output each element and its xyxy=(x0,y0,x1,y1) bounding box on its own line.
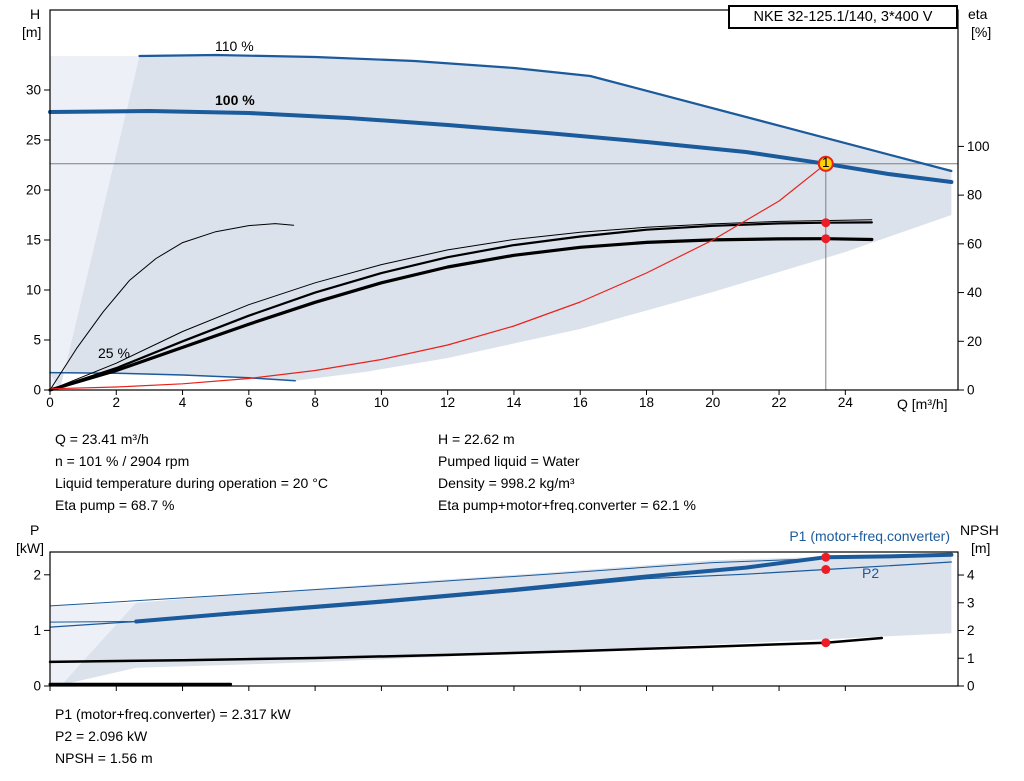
text-line: Pumped liquid = Water xyxy=(438,453,580,469)
operating-envelope-light xyxy=(50,56,140,390)
qh-eta-chart-yr-tick-label: 40 xyxy=(967,285,982,300)
curve-100pct xyxy=(48,109,954,184)
power-npsh-chart-yl-tick-label: 0 xyxy=(33,679,41,694)
p1-point xyxy=(821,552,831,562)
text-line: P1 (motor+freq.converter) = 2.317 kW xyxy=(55,706,291,722)
qh-eta-chart-x-tick-label: 20 xyxy=(705,395,720,410)
qh-eta-chart-x-tick-label: 4 xyxy=(179,395,187,410)
qh-eta-chart-yr-tick-label: 100 xyxy=(967,139,990,154)
eta-axis-unit: [%] xyxy=(971,24,992,40)
power-envelope xyxy=(61,552,952,685)
control-curve xyxy=(49,163,827,390)
power-npsh-chart-yr-tick-label: 1 xyxy=(967,651,975,666)
text-line: Liquid temperature during operation = 20… xyxy=(55,475,328,491)
qh-eta-chart-yl-tick-label: 10 xyxy=(26,283,41,298)
qh-eta-chart-x-tick-label: 18 xyxy=(639,395,654,410)
power-npsh-chart-yl-tick-label: 2 xyxy=(33,567,41,582)
eta-axis-label: eta xyxy=(968,6,988,22)
power-envelope-top-line xyxy=(49,553,952,607)
qh-eta-chart-yl-tick-label: 15 xyxy=(26,233,41,248)
qh-eta-chart-yr-tick-label: 20 xyxy=(967,334,982,349)
duty-point xyxy=(817,155,834,172)
text-line: P2 = 2.096 kW xyxy=(55,728,148,744)
eta-pump-point xyxy=(821,218,831,228)
qh-eta-chart-x-tick-label: 10 xyxy=(374,395,389,410)
npsh-curve xyxy=(48,636,884,664)
power-npsh-chart-yr-tick-label: 3 xyxy=(967,595,975,610)
curve-label-110pct: 110 % xyxy=(215,38,254,54)
power-npsh-chart-yl-tick-label: 1 xyxy=(33,623,41,638)
qh-eta-chart-x-tick-label: 24 xyxy=(838,395,854,410)
p1-curve xyxy=(134,552,954,624)
qh-eta-chart-yl-tick-label: 0 xyxy=(33,383,41,398)
q-axis-label: Q [m³/h] xyxy=(897,396,948,412)
p2-point xyxy=(821,565,831,574)
npsh-axis-label: NPSH xyxy=(960,522,999,538)
qh-eta-chart-x-tick-label: 6 xyxy=(245,395,253,410)
power-npsh-chart-yr-tick-label: 4 xyxy=(967,568,975,583)
qh-eta-chart-yr-tick-label: 80 xyxy=(967,188,982,203)
qh-eta-chart-x-tick-label: 14 xyxy=(506,395,522,410)
h-axis-unit: [m] xyxy=(22,24,42,40)
power-npsh-chart-yr-tick-label: 0 xyxy=(967,679,975,694)
curve-label-25pct: 25 % xyxy=(98,345,130,361)
curve-label-100pct: 100 % xyxy=(215,92,255,108)
power-data-block: P1 (motor+freq.converter) = 2.317 kW P2 =… xyxy=(55,703,291,769)
curve-25pct xyxy=(49,371,296,382)
power-npsh-chart-yr-tick-label: 2 xyxy=(967,623,975,638)
qh-eta-chart-yl-tick-label: 25 xyxy=(26,133,41,148)
qh-eta-chart-yr-tick-label: 0 xyxy=(967,383,975,398)
qh-eta-chart-x-tick-label: 0 xyxy=(46,395,54,410)
duty-point-label: 1 xyxy=(822,155,830,170)
qh-eta-chart-yl-tick-label: 20 xyxy=(26,183,41,198)
operating-data-right: H = 22.62 m Pumped liquid = Water Density … xyxy=(438,428,696,516)
qh-eta-chart-x-tick-label: 22 xyxy=(772,395,787,410)
p2-series-label: P2 xyxy=(862,565,880,581)
p-axis-unit: [kW] xyxy=(16,540,44,556)
eta-total-curve xyxy=(48,237,874,392)
p1-lead-line xyxy=(49,621,137,623)
p-axis-label: P xyxy=(30,522,40,538)
qh-eta-chart-frame xyxy=(49,9,959,391)
text-line: n = 101 % / 2904 rpm xyxy=(55,453,190,469)
qh-eta-chart-yr-tick-label: 60 xyxy=(967,236,982,251)
npsh-axis-unit: [m] xyxy=(971,540,991,556)
power-npsh-chart-frame xyxy=(49,551,959,687)
eta-envelope-line xyxy=(49,219,873,391)
text-line: H = 22.62 m xyxy=(438,431,515,447)
eta-25pct-curve xyxy=(49,223,295,391)
operating-data-left: Q = 23.41 m³/h n = 101 % / 2904 rpm Liquid… xyxy=(55,428,328,516)
eta-pump-curve xyxy=(48,221,873,392)
text-line: Eta pump = 68.7 % xyxy=(55,497,175,513)
qh-eta-chart-x-tick-label: 16 xyxy=(573,395,588,410)
qh-eta-chart-x-tick-label: 8 xyxy=(311,395,319,410)
npsh-point xyxy=(821,638,831,648)
qh-eta-chart-yl-tick-label: 5 xyxy=(33,333,41,348)
text-line: Eta pump+motor+freq.converter = 62.1 % xyxy=(438,497,696,513)
pump-title-box: NKE 32-125.1/140, 3*400 V xyxy=(728,5,958,29)
text-line: NPSH = 1.56 m xyxy=(55,750,153,766)
qh-eta-chart-x-tick-label: 2 xyxy=(113,395,121,410)
eta-total-point xyxy=(821,234,831,244)
text-line: Density = 998.2 kg/m³ xyxy=(438,475,575,491)
qh-eta-chart-x-tick-label: 12 xyxy=(440,395,455,410)
text-line: Q = 23.41 m³/h xyxy=(55,431,149,447)
curve-110pct xyxy=(138,53,953,173)
qh-eta-chart-yl-tick-label: 30 xyxy=(26,83,41,98)
h-axis-label: H xyxy=(30,6,41,22)
p1-series-label: P1 (motor+freq.converter) xyxy=(789,528,950,544)
